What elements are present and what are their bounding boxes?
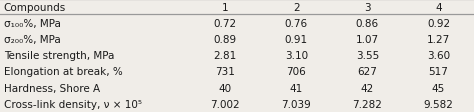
Text: 517: 517 bbox=[428, 67, 448, 77]
Text: Compounds: Compounds bbox=[4, 3, 66, 13]
Text: 3: 3 bbox=[364, 3, 371, 13]
Text: 7.282: 7.282 bbox=[352, 99, 383, 109]
Text: 0.76: 0.76 bbox=[285, 18, 308, 28]
Text: 3.60: 3.60 bbox=[427, 51, 450, 61]
Text: 9.582: 9.582 bbox=[423, 99, 454, 109]
Text: 2: 2 bbox=[293, 3, 300, 13]
Text: 7.002: 7.002 bbox=[210, 99, 240, 109]
Text: 41: 41 bbox=[290, 83, 303, 93]
Text: 731: 731 bbox=[215, 67, 235, 77]
Text: Elongation at break, %: Elongation at break, % bbox=[4, 67, 123, 77]
Text: 4: 4 bbox=[435, 3, 442, 13]
Text: σ₁₀₀%, MPa: σ₁₀₀%, MPa bbox=[4, 18, 61, 28]
Text: Tensile strength, MPa: Tensile strength, MPa bbox=[4, 51, 114, 61]
Text: σ₂₀₀%, MPa: σ₂₀₀%, MPa bbox=[4, 34, 61, 44]
Text: 0.91: 0.91 bbox=[285, 34, 308, 44]
Text: 0.89: 0.89 bbox=[214, 34, 237, 44]
Text: 706: 706 bbox=[286, 67, 306, 77]
Text: 0.92: 0.92 bbox=[427, 18, 450, 28]
Text: 0.86: 0.86 bbox=[356, 18, 379, 28]
Text: 2.81: 2.81 bbox=[213, 51, 237, 61]
Text: Hardness, Shore A: Hardness, Shore A bbox=[4, 83, 100, 93]
Text: 1.27: 1.27 bbox=[427, 34, 450, 44]
Text: 7.039: 7.039 bbox=[282, 99, 311, 109]
Text: 1.07: 1.07 bbox=[356, 34, 379, 44]
Text: 42: 42 bbox=[361, 83, 374, 93]
Text: 0.72: 0.72 bbox=[214, 18, 237, 28]
Text: 3.55: 3.55 bbox=[356, 51, 379, 61]
Text: Cross-link density, ν × 10⁵: Cross-link density, ν × 10⁵ bbox=[4, 99, 142, 109]
Text: 40: 40 bbox=[219, 83, 232, 93]
Text: 627: 627 bbox=[357, 67, 377, 77]
Text: 45: 45 bbox=[432, 83, 445, 93]
Text: 1: 1 bbox=[222, 3, 228, 13]
Text: 3.10: 3.10 bbox=[285, 51, 308, 61]
